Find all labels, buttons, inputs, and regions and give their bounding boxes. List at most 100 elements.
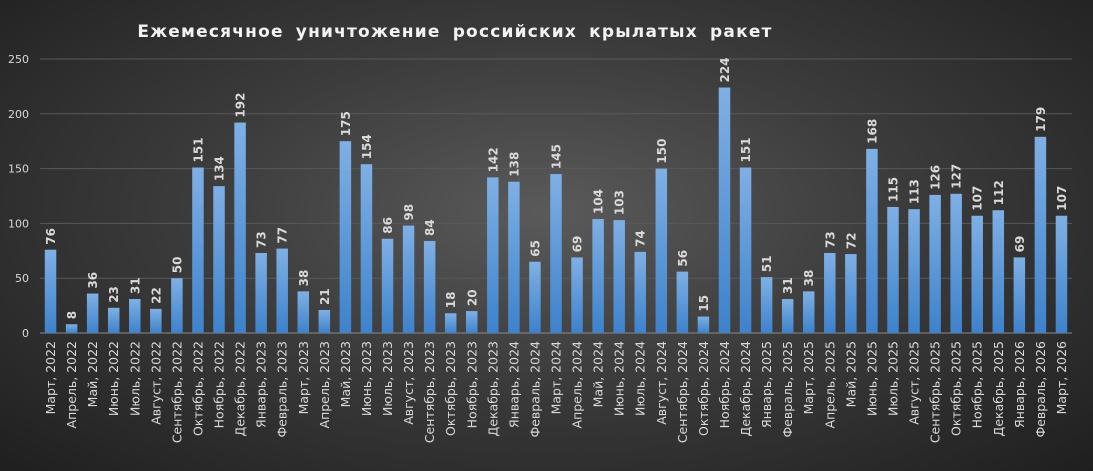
bar — [613, 220, 625, 333]
bar — [318, 309, 331, 333]
bar — [234, 122, 246, 334]
x-tick-label: Июнь, 2023 — [359, 341, 374, 416]
bar — [529, 261, 541, 333]
x-tick-label: Ноябрь, 2023 — [464, 341, 479, 428]
bar — [655, 168, 668, 333]
bar — [802, 291, 815, 333]
bar — [423, 240, 436, 333]
x-tick-label: Июль, 2023 — [380, 341, 395, 416]
bar — [297, 291, 310, 333]
bar — [824, 252, 836, 333]
x-tick-label: Май, 2022 — [85, 341, 100, 407]
x-tick-label: Март, 2024 — [549, 341, 564, 414]
data-label: 15 — [697, 295, 711, 312]
x-tick-label: Август, 2023 — [401, 341, 416, 425]
y-tick-label: 0 — [22, 327, 29, 340]
data-label: 8 — [65, 311, 79, 319]
x-tick-label: Октябрь, 2023 — [443, 341, 458, 436]
data-label: 138 — [507, 152, 521, 177]
bar — [950, 193, 962, 333]
data-label: 86 — [381, 217, 395, 234]
x-tick-label: Март, 2022 — [43, 341, 58, 414]
bar — [276, 248, 288, 333]
x-tick-label: Декабрь, 2023 — [485, 341, 500, 436]
chart-title: Ежемесячное уничтожение российских крыла… — [137, 22, 772, 42]
data-label: 23 — [107, 286, 121, 303]
data-label: 175 — [339, 111, 353, 136]
x-tick-label: Январь, 2025 — [759, 341, 774, 428]
bar — [992, 210, 1005, 333]
data-label: 38 — [297, 270, 311, 287]
data-label: 134 — [213, 156, 227, 181]
bar — [550, 174, 562, 333]
data-label: 69 — [571, 236, 585, 253]
y-tick-label: 50 — [15, 272, 29, 285]
bar — [760, 277, 773, 333]
data-label: 72 — [844, 232, 858, 249]
y-tick-label: 200 — [8, 108, 29, 121]
data-label: 69 — [1013, 236, 1027, 253]
y-tick-label: 250 — [8, 53, 29, 66]
data-label: 151 — [739, 137, 753, 162]
bar — [86, 293, 99, 333]
bar — [339, 141, 352, 333]
data-label: 36 — [86, 272, 100, 289]
data-label: 107 — [1055, 186, 1069, 211]
x-tick-label: Сентябрь, 2023 — [422, 341, 437, 443]
x-tick-label: Декабрь, 2024 — [738, 341, 753, 436]
x-tick-label: Ноябрь, 2025 — [970, 341, 985, 428]
bar — [129, 299, 141, 333]
bar — [44, 249, 57, 333]
data-label: 113 — [908, 179, 922, 204]
x-tick-label: Май, 2024 — [591, 341, 606, 407]
x-tick-label: Июль, 2025 — [885, 341, 900, 416]
bar — [381, 238, 394, 333]
bar — [508, 181, 520, 333]
bar — [150, 308, 162, 333]
data-label: 73 — [823, 231, 837, 248]
x-tick-label: Февраль, 2024 — [527, 341, 542, 438]
data-label: 127 — [950, 164, 964, 189]
x-tick-label: Август, 2024 — [654, 341, 669, 425]
x-tick-label: Март, 2026 — [1054, 341, 1069, 414]
data-label: 18 — [444, 292, 458, 309]
data-label: 103 — [613, 190, 627, 215]
data-label: 115 — [886, 177, 900, 202]
bar — [781, 299, 794, 333]
bar — [444, 313, 457, 333]
data-label: 151 — [191, 137, 205, 162]
bar — [718, 87, 731, 333]
data-label: 107 — [971, 186, 985, 211]
bar — [192, 167, 204, 333]
bar — [1013, 257, 1026, 333]
data-label: 31 — [128, 277, 142, 294]
data-label: 179 — [1034, 107, 1048, 132]
x-tick-label: Апрель, 2023 — [317, 341, 332, 428]
x-tick-label: Июль, 2022 — [127, 341, 142, 416]
x-tick-label: Декабрь, 2025 — [991, 341, 1006, 436]
x-tick-label: Октябрь, 2024 — [696, 341, 711, 436]
bar — [171, 278, 183, 333]
data-label: 74 — [634, 230, 648, 247]
x-tick-label: Март, 2025 — [801, 341, 816, 414]
y-tick-label: 100 — [8, 217, 29, 230]
data-label: 168 — [865, 119, 879, 144]
bar — [697, 316, 710, 333]
y-tick-label: 150 — [8, 163, 29, 176]
data-label: 142 — [486, 147, 500, 172]
x-tick-label: Апрель, 2024 — [570, 341, 585, 429]
data-label: 112 — [992, 180, 1006, 205]
bar — [634, 251, 646, 333]
data-label: 73 — [255, 231, 269, 248]
bar — [1034, 136, 1047, 333]
bar — [213, 186, 225, 333]
data-label: 38 — [802, 270, 816, 287]
data-label: 84 — [423, 219, 437, 236]
data-label: 76 — [44, 228, 58, 245]
x-tick-label: Июль, 2024 — [633, 341, 648, 416]
x-tick-label: Март, 2023 — [296, 341, 311, 414]
x-tick-label: Июнь, 2022 — [106, 341, 121, 416]
bar — [929, 194, 941, 333]
data-label: 98 — [402, 204, 416, 221]
data-label: 154 — [360, 134, 374, 159]
